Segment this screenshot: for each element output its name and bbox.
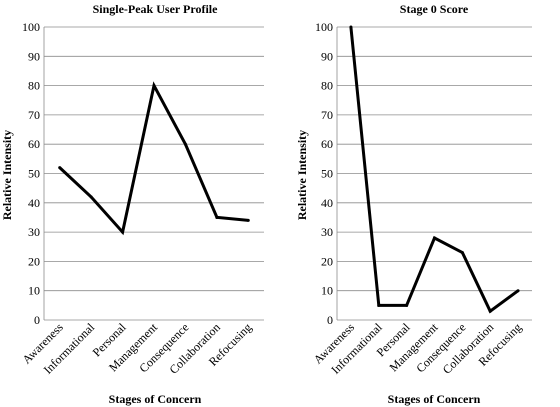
y-tick-label: 60	[321, 137, 333, 151]
y-tick-label: 20	[321, 254, 333, 268]
y-tick-label: 20	[28, 254, 40, 268]
data-point	[349, 25, 353, 29]
data-point	[215, 215, 219, 219]
data-point	[433, 236, 436, 240]
y-tick-label: 60	[28, 137, 40, 151]
y-axis-label: Relative Intensity	[0, 130, 14, 220]
y-tick-label: 50	[28, 167, 40, 181]
chart-title: Stage 0 Score	[400, 2, 469, 16]
y-axis-label: Relative Intensity	[295, 130, 309, 220]
y-tick-label: 100	[315, 20, 333, 34]
data-point	[488, 309, 492, 313]
y-tick-label: 10	[28, 284, 40, 298]
y-tick-label: 10	[321, 284, 333, 298]
data-point	[460, 251, 464, 255]
series-line	[58, 81, 249, 236]
y-tick-label: 30	[321, 225, 333, 239]
series-line	[349, 26, 519, 314]
y-tick-label: 80	[321, 79, 333, 93]
x-axis-label: Stages of Concern	[388, 392, 481, 406]
data-point	[89, 195, 93, 199]
y-tick-label: 100	[22, 20, 40, 34]
y-tick-label: 80	[28, 79, 40, 93]
data-point	[183, 142, 187, 146]
y-tick-label: 90	[321, 49, 333, 63]
y-tick-label: 40	[28, 196, 40, 210]
data-point	[405, 303, 409, 307]
y-tick-label: 30	[28, 225, 40, 239]
y-tick-label: 40	[321, 196, 333, 210]
y-tick-label: 70	[321, 108, 333, 122]
y-tick-label: 0	[34, 313, 40, 327]
chart-stage-0: Stage 0 Score Relative Intensity Stages …	[295, 2, 532, 406]
y-tick-label: 50	[321, 167, 333, 181]
chart-single-peak: Single-Peak User Profile Relative Intens…	[0, 2, 264, 406]
chart-title: Single-Peak User Profile	[93, 2, 219, 16]
data-point	[58, 166, 62, 170]
y-tick-label: 0	[327, 313, 333, 327]
x-axis-label: Stages of Concern	[109, 392, 202, 406]
data-point	[121, 230, 125, 234]
data-point	[516, 289, 520, 293]
data-point	[246, 218, 250, 222]
data-point	[377, 303, 381, 307]
y-tick-label: 70	[28, 108, 40, 122]
y-tick-label: 90	[28, 49, 40, 63]
data-point	[152, 84, 156, 88]
